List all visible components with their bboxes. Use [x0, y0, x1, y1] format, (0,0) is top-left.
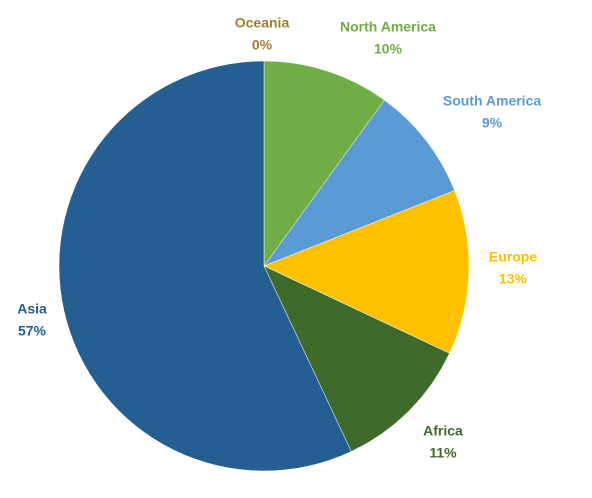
pie-slice	[263, 190, 470, 354]
value-label: 9%	[482, 115, 503, 131]
pie-slice	[263, 60, 385, 267]
pie-slice	[263, 265, 450, 452]
value-label: 10%	[374, 41, 403, 57]
value-label: 0%	[252, 37, 273, 53]
slice-label: Oceania	[235, 15, 290, 31]
slice-label: Europe	[489, 249, 537, 265]
slice-label: Africa	[423, 423, 463, 439]
pie-slice	[263, 99, 455, 267]
slice-label: Asia	[17, 301, 47, 317]
slice-label: South America	[443, 93, 541, 109]
value-label: 13%	[499, 271, 528, 287]
value-label: 57%	[18, 323, 47, 339]
slice-label: North America	[340, 19, 436, 35]
pie-slice	[58, 60, 352, 472]
value-label: 11%	[429, 445, 457, 461]
